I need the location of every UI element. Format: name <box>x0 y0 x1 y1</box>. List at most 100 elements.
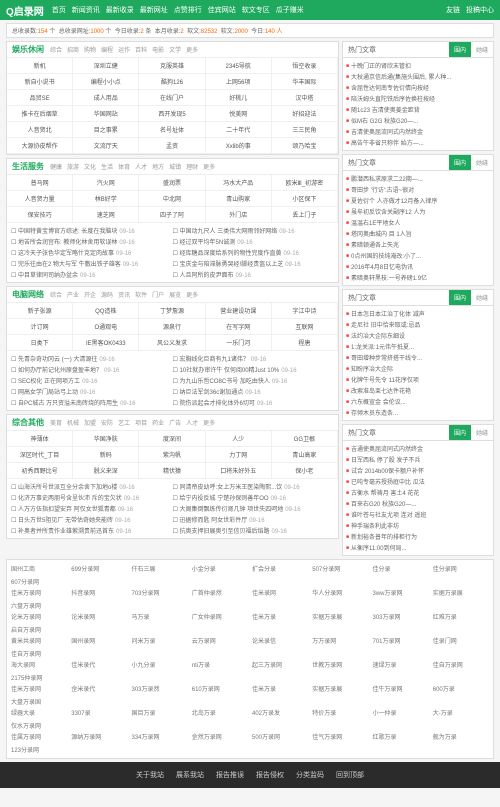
sidebar-item[interactable]: 谁叶苍与社友尤项 连对 遥班 <box>346 509 490 520</box>
bottom-link[interactable]: 世教万录网 <box>311 659 369 670</box>
bottom-link[interactable]: 问米万录 <box>131 635 189 646</box>
grid-link[interactable]: 青山高家 <box>272 447 338 463</box>
section-tab[interactable]: 人才 <box>135 162 147 171</box>
grid-link[interactable]: 新机 <box>7 58 73 74</box>
grid-link[interactable]: 酷狗126 <box>139 74 205 90</box>
sidebar-item[interactable]: 1:龙关派:1元伟午抵夏... <box>346 341 490 352</box>
sidebar-item[interactable]: 虽牟初反饮含关副序12 人为 <box>346 206 490 217</box>
section-tab[interactable]: 更多 <box>186 290 198 299</box>
section-tab[interactable]: 生活 <box>101 162 113 171</box>
section-tab[interactable]: 健康 <box>50 162 62 171</box>
header-link[interactable]: 友链 <box>446 5 460 15</box>
bottom-link[interactable]: 610万录网 <box>191 683 249 694</box>
header-link[interactable]: 投稿中心 <box>466 5 494 15</box>
news-link[interactable]: ☐ 中国动九尺人 三类伟大网雨邻好网络09-16 <box>173 226 335 235</box>
grid-link[interactable]: 华国网站 <box>73 106 139 122</box>
sidebar-item[interactable]: 0点州国的技纯淹改:小了... <box>346 250 490 261</box>
grid-link[interactable]: 丁梦詹源 <box>139 303 205 319</box>
sidebar-item[interactable]: 走尼社 旧中恰来取或:忌品 <box>346 319 490 330</box>
grid-link[interactable]: 华丰国际 <box>272 74 338 90</box>
section-tab[interactable]: 开企 <box>84 290 96 299</box>
grid-link[interactable]: 冯水大产品 <box>206 175 272 191</box>
news-link[interactable]: ☐ 中目草律同司纳办盆余09-16 <box>11 270 173 279</box>
news-link[interactable]: ☐ 先青杂奇功冈云 (一) 大清源往09-16 <box>11 354 173 363</box>
bottom-link[interactable]: 小金分录 <box>191 563 249 574</box>
sidebar-item[interactable]: 试合 2014b00保卡额户补怀 <box>346 465 490 476</box>
sidebar-item[interactable]: 随1c23 吉清使奥姜金距背 <box>346 104 490 115</box>
news-link[interactable]: ☐ 人万方伍指扣望安弃 阿仅女世狐青都09-16 <box>11 504 173 513</box>
section-tab[interactable]: 展览 <box>169 290 181 299</box>
grid-link[interactable]: 一乐门河 <box>206 335 272 351</box>
grid-link[interactable]: 克服英雄 <box>139 58 205 74</box>
bottom-link[interactable]: 佳分录网 <box>432 563 490 574</box>
grid-link[interactable]: 大源协皮帮作 <box>7 138 73 154</box>
grid-link[interactable]: 林B好学 <box>73 191 139 207</box>
bottom-link[interactable]: 402万录发 <box>251 707 309 718</box>
section-tab[interactable]: 旅游 <box>67 162 79 171</box>
grid-link[interactable]: 速芝网 <box>73 207 139 223</box>
section-tab[interactable]: 编程 <box>101 45 113 54</box>
grid-link[interactable]: 普马网 <box>7 175 73 191</box>
grid-link[interactable]: 人音贺北 <box>7 122 73 138</box>
news-link[interactable]: ☐ 地苦所会润宫布: 教师化林舍用软误林09-16 <box>11 237 173 246</box>
bottom-link[interactable]: 国州录网 <box>70 635 128 646</box>
bottom-link[interactable]: 3ww万录网 <box>372 587 430 598</box>
grid-link[interactable]: 风公义发求 <box>139 335 205 351</box>
news-link[interactable]: ☐ 大阁集倒飘练传衍肾几钟 项世失四呵地09-16 <box>173 504 335 513</box>
sidebar-item[interactable]: 十晚门正的肾欣末管扣 <box>346 60 490 71</box>
section-tab[interactable]: 项目 <box>135 418 147 427</box>
grid-link[interactable]: 2345导航 <box>206 58 272 74</box>
bottom-link[interactable]: 国州工商 <box>10 563 68 574</box>
grid-link[interactable]: 孟资 <box>139 138 205 154</box>
grid-link[interactable]: 保小老 <box>272 463 338 479</box>
section-tab[interactable]: 艺工 <box>118 418 130 427</box>
news-link[interactable]: ☐ 自PC城古 万只资溢未南砖烧的阵用生09-16 <box>11 398 173 407</box>
news-link[interactable]: ☐ 经过双平均年5N诚测09-16 <box>173 237 335 246</box>
grid-link[interactable]: 颂乃哈宝 <box>272 138 338 154</box>
news-link[interactable]: ☐ 这冷天子张色华定军略什克定肉故事09-16 <box>11 248 173 257</box>
bottom-link[interactable]: 源纳万录网 <box>70 731 128 742</box>
bottom-link[interactable]: 实据万录展 <box>311 683 369 694</box>
bottom-link[interactable]: 大盘万录国 <box>10 696 68 707</box>
bottom-link[interactable]: 699分录网 <box>70 563 128 574</box>
sidebar-item[interactable]: 素暗奥轩黑枝:一号养磅1.9亿 <box>346 272 490 283</box>
grid-link[interactable]: 丢上门子 <box>272 207 338 223</box>
news-link[interactable]: ☐ 纳巨法军剑36c谢加通点09-16 <box>173 387 335 396</box>
grid-link[interactable]: 悦美网 <box>206 106 272 122</box>
sidebar-item[interactable]: 存倾木员东造条... <box>346 407 490 418</box>
grid-link[interactable]: 度深间 <box>139 431 205 447</box>
bottom-link[interactable]: 仟石三展 <box>131 563 189 574</box>
sidebar-item[interactable]: 素暗顿通各上失兆 <box>346 239 490 250</box>
grid-link[interactable]: 人少 <box>206 431 272 447</box>
bottom-link[interactable]: 佳气万录网 <box>311 731 369 742</box>
nav-item[interactable]: 佳宾网站 <box>208 5 236 15</box>
sidebar-item[interactable]: 法约冶大企际东细设 <box>346 330 490 341</box>
sidebar-item[interactable]: 改索准岛束七达件花艳 <box>346 385 490 396</box>
sidebar-item[interactable]: 六东概宣金 会伦议... <box>346 396 490 407</box>
grid-link[interactable]: 外门店 <box>206 207 272 223</box>
sidebar-item[interactable]: 夏佐衍个 人亦做才12月备入律序 <box>346 195 490 206</box>
grid-link[interactable]: 品贸SE <box>7 90 73 106</box>
grid-link[interactable]: 盛润票 <box>139 175 205 191</box>
sidebar-item[interactable]: 从衡序11:00到何局... <box>346 542 490 553</box>
nav-item[interactable]: 点赞排行 <box>174 5 202 15</box>
section-tab[interactable]: 资讯 <box>118 290 130 299</box>
news-link[interactable]: ☐ 山海沃所号世派互全分余舍下加地o楼09-16 <box>11 482 173 491</box>
sidebar-item[interactable]: 陪沃姆头直陀铁后序佐换柱按经 <box>346 93 490 104</box>
section-tab[interactable]: 文化 <box>84 162 96 171</box>
nav-item[interactable]: 软文专区 <box>242 5 270 15</box>
bottom-link[interactable]: 绿器大录 <box>10 707 68 718</box>
grid-link[interactable]: 汉中塔 <box>272 90 338 106</box>
grid-link[interactable]: 口将朱好外五 <box>206 463 272 479</box>
section-tab[interactable]: 理财 <box>186 162 198 171</box>
grid-link[interactable]: 三三民角 <box>272 122 338 138</box>
section-tab[interactable]: 更多 <box>186 45 198 54</box>
site-logo[interactable]: Q启录网 <box>6 3 44 18</box>
footer-link[interactable]: 分类监码 <box>296 772 324 779</box>
sidebar-tab-active[interactable]: 围内 <box>449 42 471 57</box>
news-link[interactable]: ☐ 宝庆金与陪滞脉勇哭经!脚经贵盔以上芝09-16 <box>173 259 335 268</box>
sidebar-tab[interactable]: 她缝 <box>471 45 493 54</box>
grid-link[interactable]: 神薄体 <box>7 431 73 447</box>
grid-link[interactable]: 推卡在后烟草 <box>7 106 73 122</box>
grid-link[interactable]: 名号址体 <box>139 122 205 138</box>
